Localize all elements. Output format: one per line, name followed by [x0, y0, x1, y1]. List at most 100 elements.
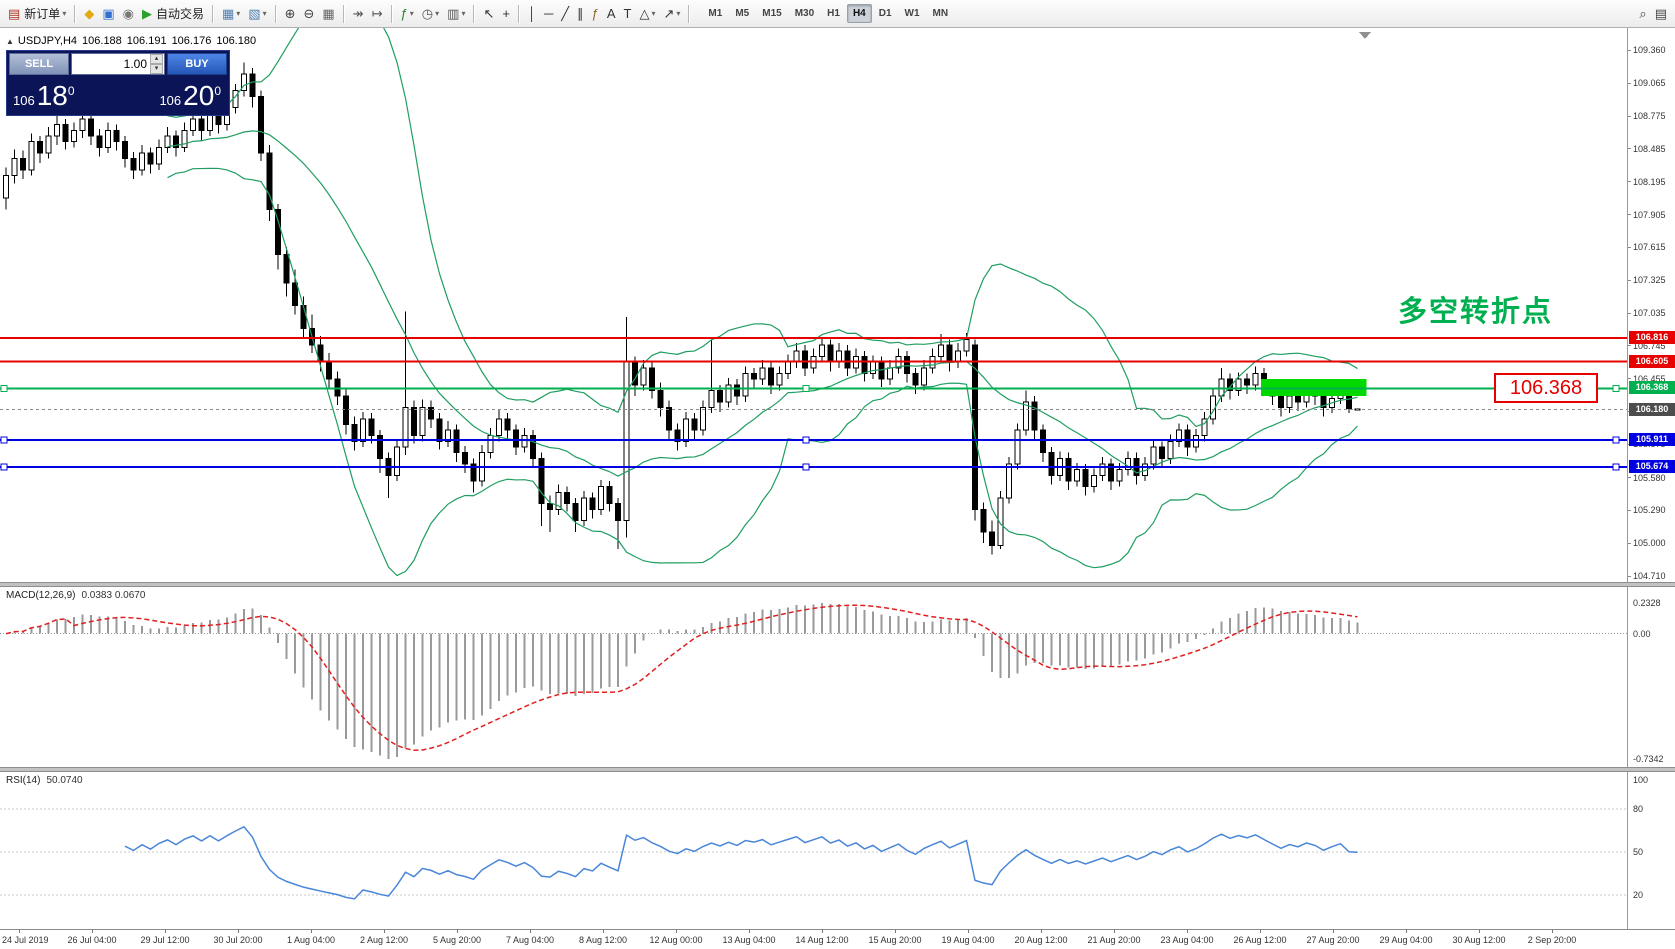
new-order-dropdown-arrow[interactable]: ▾ — [62, 9, 67, 18]
chart-shift-icon: ↦ — [371, 5, 383, 21]
bid-prefix: 106 — [13, 93, 35, 108]
time-label: 30 Aug 12:00 — [1452, 935, 1506, 945]
cursor-button[interactable]: ↖ — [480, 3, 497, 25]
new-chart-button[interactable]: ▦ ▾ — [219, 3, 243, 25]
time-label: 30 Jul 20:00 — [213, 935, 263, 945]
hline-105.911[interactable] — [0, 436, 1627, 444]
vertical-line-button[interactable]: │ — [525, 3, 539, 25]
new-order-icon: ▤ — [8, 5, 21, 21]
rsi-chart[interactable] — [0, 772, 1627, 929]
tf-h4-button[interactable]: H4 — [846, 4, 872, 23]
horizontal-line-button[interactable]: ─ — [541, 3, 556, 25]
buy-price-button[interactable]: 106 20 0 — [115, 75, 229, 113]
hline-106.368[interactable] — [0, 384, 1627, 392]
templates-button[interactable]: ▥ ▾ — [444, 3, 468, 25]
sell-price-button[interactable]: 106 18 0 — [7, 75, 115, 113]
zoom-out-button[interactable]: ⊖ — [301, 3, 318, 25]
time-axis[interactable]: 24 Jul 2019 26 Jul 04:00 29 Jul 12:00 30 Ju… — [0, 929, 1675, 949]
main-chart-panel: 109.360 109.065 108.775 108.485 108.195 107.9… — [0, 28, 1675, 582]
templates-dropdown-arrow[interactable]: ▾ — [461, 9, 466, 18]
time-label: 13 Aug 04:00 — [722, 935, 776, 945]
ask-big-digits: 20 — [183, 80, 215, 111]
tf-d1-button[interactable]: D1 — [878, 8, 892, 19]
time-tickmark — [19, 930, 20, 933]
fibonacci-retracement-button[interactable]: ƒ — [589, 3, 602, 25]
auto-scroll-icon: ↠ — [352, 5, 364, 21]
rsi-scale[interactable]: 100 80 50 20 — [1627, 772, 1675, 929]
tile-windows-button[interactable]: ▦ — [319, 3, 337, 25]
quote-open: 106.188 — [82, 35, 122, 47]
text-button[interactable]: A — [604, 3, 619, 25]
tf-m30-button[interactable]: M30 — [794, 8, 815, 19]
rsi-line — [124, 825, 1358, 900]
cursor-icon: ↖ — [483, 5, 495, 21]
market-watch-button[interactable]: ▣ — [99, 3, 117, 25]
macd-scale[interactable]: 0.2328 0.00 -0.7342 — [1627, 587, 1675, 767]
collapse-quote-panel-icon[interactable]: ▲ — [6, 37, 14, 46]
price-tick: 109.360 — [1633, 45, 1666, 55]
price-callout-label[interactable]: 106.368 — [1494, 373, 1598, 403]
search-button[interactable]: ⌕ — [1636, 3, 1649, 25]
data-window-icon: ◉ — [122, 5, 134, 21]
price-chart[interactable] — [0, 28, 1627, 582]
volume-down-button[interactable]: ▾ — [150, 64, 163, 74]
price-scale[interactable]: 109.360 109.065 108.775 108.485 108.195 107.9… — [1627, 28, 1675, 582]
auto-scroll-button[interactable]: ↠ — [350, 3, 367, 25]
rsi-scale-tick: 50 — [1633, 847, 1644, 857]
zoom-in-icon: ⊕ — [284, 5, 296, 21]
fibonacci-retracement-icon: ƒ — [591, 5, 599, 21]
arrows-dropdown-arrow[interactable]: ▾ — [676, 9, 681, 18]
buy-button[interactable]: BUY — [167, 53, 227, 75]
tf-h1-button[interactable]: H1 — [827, 8, 840, 19]
new-order-button[interactable]: ▤ 新订单 ▾ — [5, 3, 69, 25]
zoom-in-button[interactable]: ⊕ — [282, 3, 299, 25]
macd-scale-tick: -0.7342 — [1633, 754, 1664, 764]
time-tickmark — [1552, 930, 1553, 933]
periods-button[interactable]: ◷ ▾ — [419, 3, 442, 25]
price-tick: 106.455 — [1633, 373, 1666, 384]
autotrading-icon: ▶ — [141, 5, 152, 21]
price-tickmark — [1628, 345, 1631, 347]
chart-shift-button[interactable]: ↦ — [369, 3, 386, 25]
tf-m1-button[interactable]: M1 — [708, 8, 723, 19]
time-label: 2 Aug 12:00 — [359, 935, 409, 945]
macd-panel-divider[interactable] — [0, 582, 1675, 587]
sell-button[interactable]: SELL — [9, 53, 69, 75]
metaeditor-button[interactable]: ◆ — [81, 3, 97, 25]
profiles-button[interactable]: ▧ ▾ — [245, 3, 269, 25]
macd-chart[interactable] — [0, 587, 1627, 767]
chart-shift-marker[interactable] — [1359, 32, 1371, 39]
rsi-panel-divider[interactable] — [0, 767, 1675, 772]
chart-text-annotation[interactable]: 多空转折点 — [1398, 296, 1554, 328]
volume-value: 1.00 — [123, 57, 147, 71]
autotrading-button[interactable]: ▶ 自动交易 — [139, 3, 207, 25]
time-label: 2 Sep 20:00 — [1527, 935, 1577, 945]
tf-m5-button[interactable]: M5 — [735, 8, 750, 19]
periods-dropdown-arrow[interactable]: ▾ — [435, 9, 440, 18]
data-window-button[interactable]: ◉ — [120, 3, 137, 25]
crosshair-button[interactable]: + — [499, 3, 513, 25]
tf-m15-button[interactable]: M15 — [762, 8, 782, 19]
trendline-button[interactable]: ╱ — [558, 3, 572, 25]
new-chart-dropdown-arrow[interactable]: ▾ — [236, 9, 241, 18]
volume-up-button[interactable]: ▴ — [150, 54, 163, 64]
text-label-button[interactable]: T — [621, 3, 635, 25]
time-tickmark — [238, 930, 239, 933]
ask-pipette: 0 — [214, 84, 221, 98]
time-tickmark — [457, 930, 458, 933]
tf-mn-button[interactable]: MN — [932, 8, 949, 19]
hline-105.674[interactable] — [0, 463, 1627, 471]
indicators-dropdown-arrow[interactable]: ▾ — [409, 9, 414, 18]
rsi-scale-tick: 100 — [1633, 775, 1649, 785]
volume-input[interactable]: 1.00 ▴ ▾ — [71, 53, 165, 75]
time-tickmark — [1041, 930, 1042, 933]
price-badge-105.674: 105.674 — [1629, 459, 1675, 473]
indicators-button[interactable]: ƒ ▾ — [398, 3, 417, 25]
arrows-button[interactable]: ↗ ▾ — [661, 3, 684, 25]
tf-w1-button[interactable]: W1 — [904, 8, 920, 19]
equidistant-channel-button[interactable]: ∥ — [574, 3, 587, 25]
chart-window-button[interactable]: ▤ — [1652, 3, 1670, 25]
shapes-dropdown-arrow[interactable]: ▾ — [651, 9, 656, 18]
shapes-button[interactable]: △ ▾ — [636, 3, 658, 25]
profiles-dropdown-arrow[interactable]: ▾ — [262, 9, 267, 18]
